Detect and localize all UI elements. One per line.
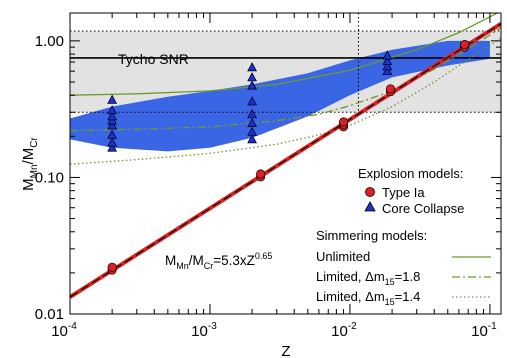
- core-collapse-points: [107, 50, 393, 152]
- x-tick-label: 10-4: [51, 321, 77, 340]
- y-tick-labels: 0.01 0.10 1.00: [35, 33, 64, 323]
- relation-annotation: MMn/MCr=5.3xZ0.65: [165, 251, 272, 271]
- core-collapse-point: [247, 80, 257, 90]
- limited-14-legend-label: Limited, Δm15=1.4: [316, 289, 420, 307]
- core-collapse-point: [107, 105, 118, 115]
- type-ia-point: [338, 117, 349, 127]
- type-ia-point: [107, 262, 117, 272]
- core-collapse-point: [247, 126, 257, 136]
- core-collapse-point: [382, 55, 393, 66]
- core-collapse-point: [247, 96, 257, 106]
- core-collapse-point: [107, 142, 118, 152]
- x-tick-labels: 10-4 10-3 10-2 10-1: [51, 321, 497, 340]
- x-tick-label: 10-1: [471, 321, 497, 340]
- x-tick-label: 10-2: [331, 321, 357, 340]
- type-ia-point: [256, 169, 266, 179]
- plot-frame: [69, 12, 502, 315]
- core-collapse-legend-label: Core Collapse: [382, 201, 464, 216]
- simmering-legend: Simmering models: Unlimited Limited, Δm1…: [316, 228, 491, 307]
- core-collapse-point: [382, 65, 393, 76]
- core-collapse-point: [107, 111, 118, 121]
- x-tick-label: 10-3: [191, 321, 217, 340]
- type-ia-legend-marker: [365, 187, 375, 197]
- y-tick-label: 1.00: [35, 33, 64, 50]
- core-collapse-point: [247, 134, 257, 144]
- type-ia-points: [107, 39, 470, 275]
- core-collapse-point: [247, 109, 257, 119]
- core-collapse-point: [107, 137, 118, 147]
- type-ia-point: [385, 84, 396, 94]
- core-collapse-point: [107, 115, 118, 125]
- y-tick-label: 0.10: [35, 169, 64, 186]
- fit-line-black: [70, 23, 501, 298]
- simmering-limited-18-curve: [70, 27, 501, 132]
- core-collapse-legend-marker: [364, 201, 376, 212]
- limited-18-legend-label: Limited, Δm15=1.8: [316, 269, 420, 287]
- core-collapse-point: [107, 129, 118, 139]
- core-collapse-point: [107, 94, 118, 104]
- explosion-legend-title: Explosion models:: [358, 166, 464, 181]
- core-collapse-point: [247, 72, 257, 82]
- tycho-label: Tycho SNR: [118, 51, 189, 67]
- unlimited-legend-label: Unlimited: [316, 249, 370, 264]
- x-axis-label: Z: [281, 343, 290, 358]
- simmering-unlimited-curve: [70, 13, 499, 96]
- core-collapse-point: [382, 61, 393, 71]
- axis-ticks: [69, 13, 501, 315]
- core-collapse-point: [382, 50, 393, 60]
- y-tick-label: 0.01: [35, 306, 64, 323]
- type-ia-point: [460, 39, 470, 50]
- y-axis-label: MMn/MCr: [20, 137, 40, 191]
- simmering-legend-title: Simmering models:: [316, 228, 427, 243]
- core-collapse-point: [247, 62, 257, 72]
- core-collapse-point: [107, 120, 118, 130]
- core-collapse-point: [247, 117, 257, 127]
- explosion-legend: Explosion models: Type Ia Core Collapse: [358, 166, 464, 216]
- type-ia-legend-label: Type Ia: [382, 185, 425, 200]
